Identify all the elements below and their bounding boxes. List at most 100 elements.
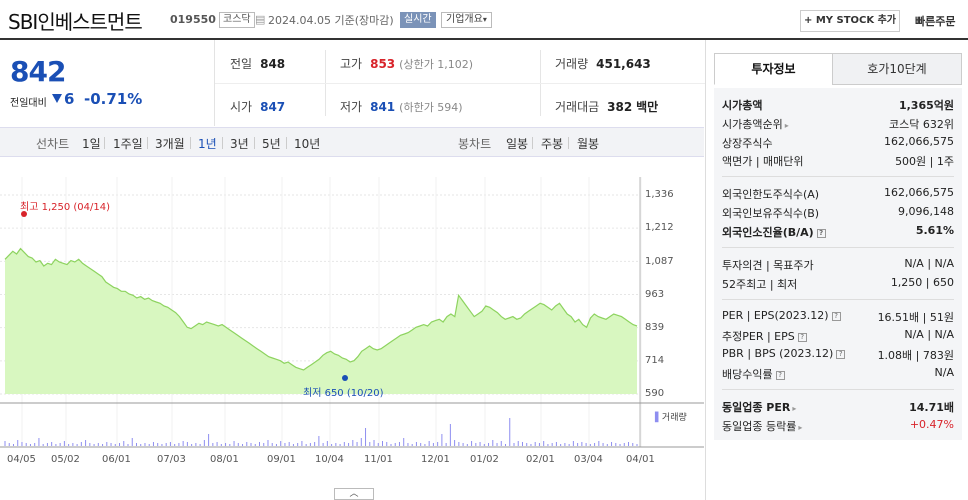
row-pbr: PBR | BPS (2023.12)? 1.08배 | 783원 [722,347,954,362]
stat-high: 고가 853 (상한가 1,102) [340,57,474,71]
period-3m[interactable]: 3개월 [155,137,185,151]
y-tick-label: 963 [645,289,665,300]
row-foreign-hold: 외국인보유주식수(B) 9,096,148 [722,205,954,220]
help-icon[interactable]: ? [797,333,807,342]
stock-header: SBI인베스트먼트 019550 코스닥 ▤ 2024.04.05 기준(장마감… [0,0,968,40]
row-shares: 상장주식수 162,066,575 [722,135,954,150]
date-value: 2024.04.05 [268,14,331,27]
candle-monthly[interactable]: 월봉 [577,137,600,151]
low-marker [342,375,348,381]
row-sector-per[interactable]: 동일업종 PER ▸ 14.71배 [722,401,954,414]
help-icon[interactable]: ? [816,229,826,238]
candle-chart-label: 봉차트 [458,137,492,151]
period-divider [286,137,287,149]
quote-date: 2024.04.05 기준(장마감) [268,12,394,28]
x-tick-label: 11/01 [364,454,393,465]
calendar-icon: ▤ [255,13,266,26]
period-divider [532,137,533,149]
row-dividend: 배당수익률? N/A [722,366,954,381]
help-icon[interactable]: ? [836,350,846,359]
y-tick-label: 1,212 [645,222,674,233]
stat-amount: 거래대금 382 백만 [555,100,659,114]
period-divider [222,137,223,149]
volume-legend-label: 거래량 [661,413,687,423]
period-1w[interactable]: 1주일 [113,137,143,151]
y-tick-label: 839 [645,322,665,333]
period-divider [254,137,255,149]
x-tick-label: 07/03 [157,454,186,465]
period-divider [190,137,191,149]
period-divider [104,137,105,149]
change-label: 전일대비 [10,98,47,109]
x-tick-label: 06/01 [102,454,131,465]
realtime-button[interactable]: 실시간 [400,12,436,28]
info-divider [722,247,954,248]
header-divider [0,38,968,40]
caret-right-icon: ▸ [798,423,803,432]
volume-legend: ▌거래량 [655,410,687,423]
y-tick-label: 714 [645,355,665,366]
stat-volume: 거래량 451,643 [555,57,651,71]
add-mystock-button[interactable]: + MY STOCK 추가 [800,10,900,32]
period-1d[interactable]: 1일 [82,137,101,151]
period-3y[interactable]: 3년 [230,137,249,151]
market-badge: 코스닥 [219,12,255,28]
x-tick-label: 05/02 [51,454,80,465]
row-est-per: 추정PER | EPS? N/A | N/A [722,328,954,343]
stat-prev-close: 전일 848 [230,57,286,71]
line-chart-label: 선차트 [36,137,70,151]
x-tick-label: 04/01 [626,454,655,465]
info-divider [722,299,954,300]
date-basis: 기준(장마감) [334,14,394,27]
row-opinion: 투자의견 | 목표주가 N/A | N/A [722,257,954,272]
caret-right-icon: ▸ [784,121,789,130]
stat-open: 시가 847 [230,100,286,114]
help-icon[interactable]: ? [831,312,841,321]
row-market-cap: 시가총액 1,365억원 [722,99,954,112]
down-triangle-icon [52,94,62,103]
period-divider [568,137,569,149]
row-par: 액면가 | 매매단위 500원 | 1주 [722,155,954,168]
stat-low: 저가 841 (하한가 594) [340,100,463,114]
high-annotation: 최고 1,250 (04/14) [20,202,111,213]
row-sector-change[interactable]: 동일업종 등락률 ▸ +0.47% [722,418,954,433]
x-tick-label: 02/01 [526,454,555,465]
x-tick-label: 12/01 [421,454,450,465]
y-tick-label: 1,336 [645,189,674,200]
period-1y[interactable]: 1년 [198,137,217,151]
add-mystock-label: MY STOCK 추가 [815,15,897,26]
panel-tabs: 투자정보 호가10단계 [714,53,962,85]
invest-info-box: 시가총액 1,365억원 시가총액순위 ▸ 코스닥 632위 상장주식수 162,066… [714,88,962,440]
y-tick-label: 590 [645,388,665,399]
tab-order-book[interactable]: 호가10단계 [832,53,962,85]
x-tick-label: 03/04 [574,454,603,465]
plus-icon: + [803,15,813,26]
y-tick-label: 1,087 [645,256,674,267]
price-line [4,247,638,371]
row-per: PER | EPS(2023.12)? 16.51배 | 51원 [722,309,954,324]
period-10y[interactable]: 10년 [294,137,321,151]
stock-code: 019550 [170,13,216,26]
row-cap-rank[interactable]: 시가총액순위 ▸ 코스닥 632위 [722,118,954,131]
period-5y[interactable]: 5년 [262,137,281,151]
invest-panel: 투자정보 호가10단계 시가총액 1,365억원 시가총액순위 ▸ 코스닥 632위 … [705,40,968,500]
price-chart[interactable] [0,157,704,500]
company-name: SBI인베스트먼트 [8,10,143,34]
chevron-up-icon[interactable]: ︿ [334,488,374,500]
help-icon[interactable]: ? [775,371,785,380]
caret-right-icon: ▸ [792,404,797,413]
low-annotation: 최저 650 (10/20) [303,388,384,399]
row-52week: 52주최고 | 최저 1,250 | 650 [722,276,954,291]
company-info-dropdown[interactable]: 기업개요▾ [441,12,492,28]
stats-row-divider [215,83,705,84]
candle-weekly[interactable]: 주봉 [541,137,564,151]
price-stats: 전일 848 고가 853 (상한가 1,102) 거래량 451,643 시가 847 … [215,40,705,126]
quick-order-button[interactable]: 빠른주문 [915,15,956,28]
x-tick-label: 08/01 [210,454,239,465]
candle-daily[interactable]: 일봉 [506,137,529,151]
tab-invest-info[interactable]: 투자정보 [714,53,833,85]
x-tick-label: 10/04 [315,454,344,465]
info-divider [722,176,954,177]
row-foreign-ratio: 외국인소진율(B/A)? 5.61% [722,224,954,239]
period-bar: 선차트 1일 1주일 3개월 1년 3년 5년 10년 봉차트 일봉 주봉 월봉 [0,127,704,157]
